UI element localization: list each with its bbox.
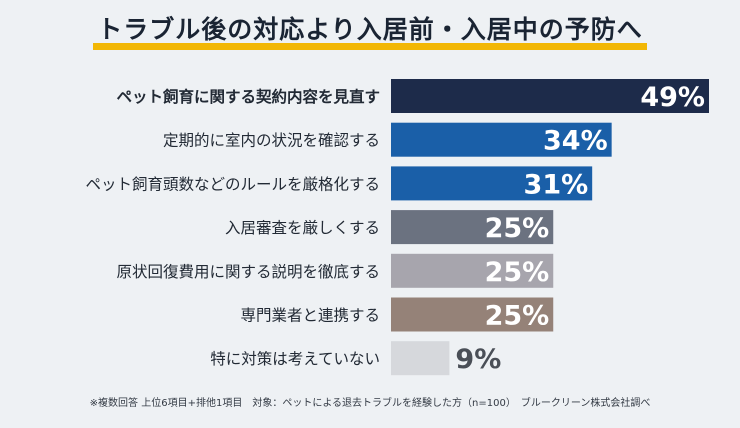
- category-label: 入居審査を厳しくする: [225, 219, 380, 237]
- category-label: ペット飼育に関する契約内容を見直す: [116, 87, 380, 106]
- bar: [391, 166, 593, 201]
- bar: [391, 79, 709, 113]
- value-label: 31%: [524, 169, 589, 200]
- value-label: 9%: [455, 344, 501, 375]
- category-label: 定期的に室内の状況を確認する: [163, 132, 380, 150]
- value-label: 25%: [485, 257, 550, 288]
- category-label: ペット飼育頭数などのルールを厳格化する: [85, 175, 380, 193]
- value-label: 25%: [485, 301, 550, 332]
- category-label: 特に対策は考えていない: [210, 350, 380, 368]
- bar: [391, 341, 450, 376]
- bar: [391, 253, 554, 288]
- bar: [391, 297, 554, 332]
- footnote: ※複数回答 上位6項目+排他1項目 対象：ペットによる退去トラブルを経験した方（…: [89, 398, 651, 409]
- category-label: 専門業者と連携する: [240, 307, 380, 325]
- title-highlight: [93, 43, 647, 50]
- chart-title: トラブル後の対応より入居前・入居中の予防へ: [97, 15, 643, 44]
- value-label: 49%: [640, 82, 705, 113]
- value-label: 25%: [485, 213, 550, 244]
- chart-title-box: トラブル後の対応より入居前・入居中の予防へ: [93, 10, 647, 50]
- value-label: 34%: [543, 126, 608, 157]
- category-label: 原状回復費用に関する説明を徹底する: [116, 263, 380, 281]
- bar: [391, 210, 554, 245]
- title-area: トラブル後の対応より入居前・入居中の予防へ: [0, 10, 740, 50]
- bar: [391, 122, 612, 157]
